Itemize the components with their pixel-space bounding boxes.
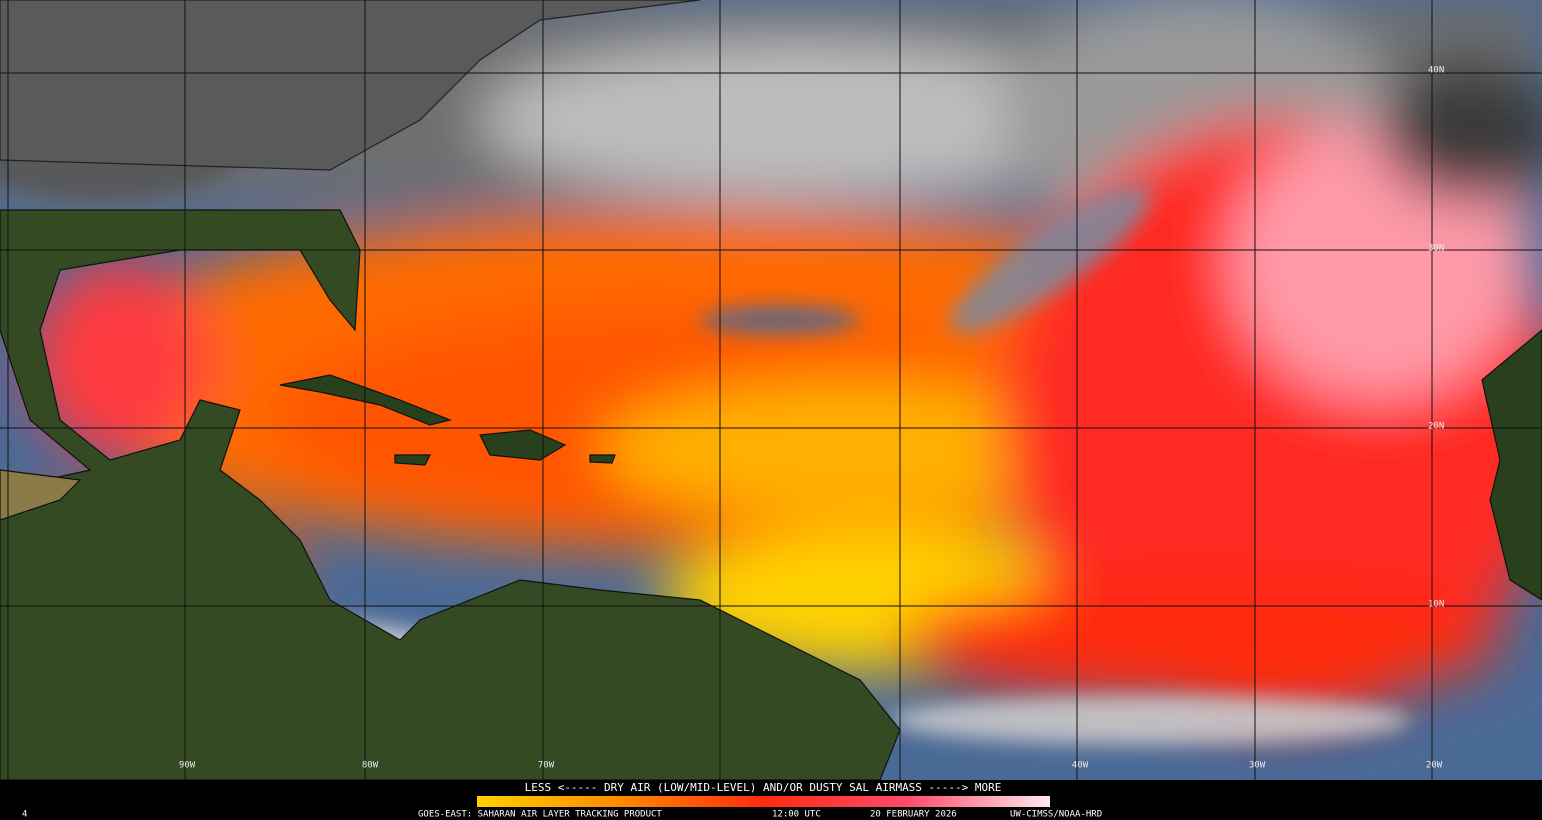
longitude-label: 20W	[1426, 761, 1443, 771]
graticule	[0, 0, 1542, 780]
satellite-image	[0, 0, 1542, 780]
credit: UW-CIMSS/NOAA-HRD	[1010, 810, 1102, 820]
color-scale	[477, 796, 1050, 807]
latitude-label: 30N	[1428, 244, 1444, 254]
longitude-label: 70W	[538, 761, 555, 771]
latitude-label: 40N	[1428, 66, 1444, 76]
latitude-label: 10N	[1428, 600, 1444, 610]
latitude-label: 20N	[1428, 422, 1444, 432]
corner-label: 4	[22, 810, 27, 820]
legend-caption: LESS <----- DRY AIR (LOW/MID-LEVEL) AND/…	[525, 781, 1002, 794]
longitude-label: 80W	[362, 761, 379, 771]
longitude-label: 90W	[179, 761, 196, 771]
land	[0, 0, 1542, 780]
longitude-label: 30W	[1249, 761, 1266, 771]
product-name: GOES-EAST: SAHARAN AIR LAYER TRACKING PR…	[418, 810, 662, 820]
date: 20 FEBRUARY 2026	[870, 810, 957, 820]
longitude-label: 40W	[1072, 761, 1089, 771]
time: 12:00 UTC	[772, 810, 821, 820]
